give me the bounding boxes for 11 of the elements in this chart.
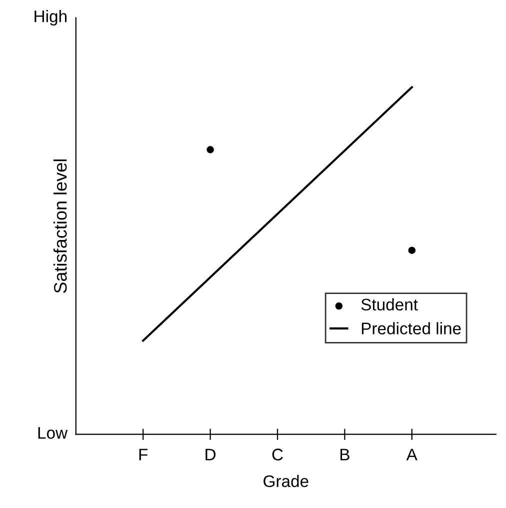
y-axis-title: Satisfaction level bbox=[54, 160, 67, 293]
legend-label: Student bbox=[361, 298, 418, 311]
x-tick-label: D bbox=[206, 448, 216, 460]
x-tick-label: A bbox=[406, 448, 418, 460]
text: Low bbox=[38, 427, 68, 439]
text: High bbox=[34, 10, 66, 26]
x-tick-label: F bbox=[139, 448, 148, 460]
legend-label: Predicted line bbox=[362, 322, 461, 334]
x-tick-label: B bbox=[340, 448, 350, 460]
x-axis-title: Grade bbox=[264, 474, 308, 488]
x-tick-label: C bbox=[272, 448, 283, 460]
